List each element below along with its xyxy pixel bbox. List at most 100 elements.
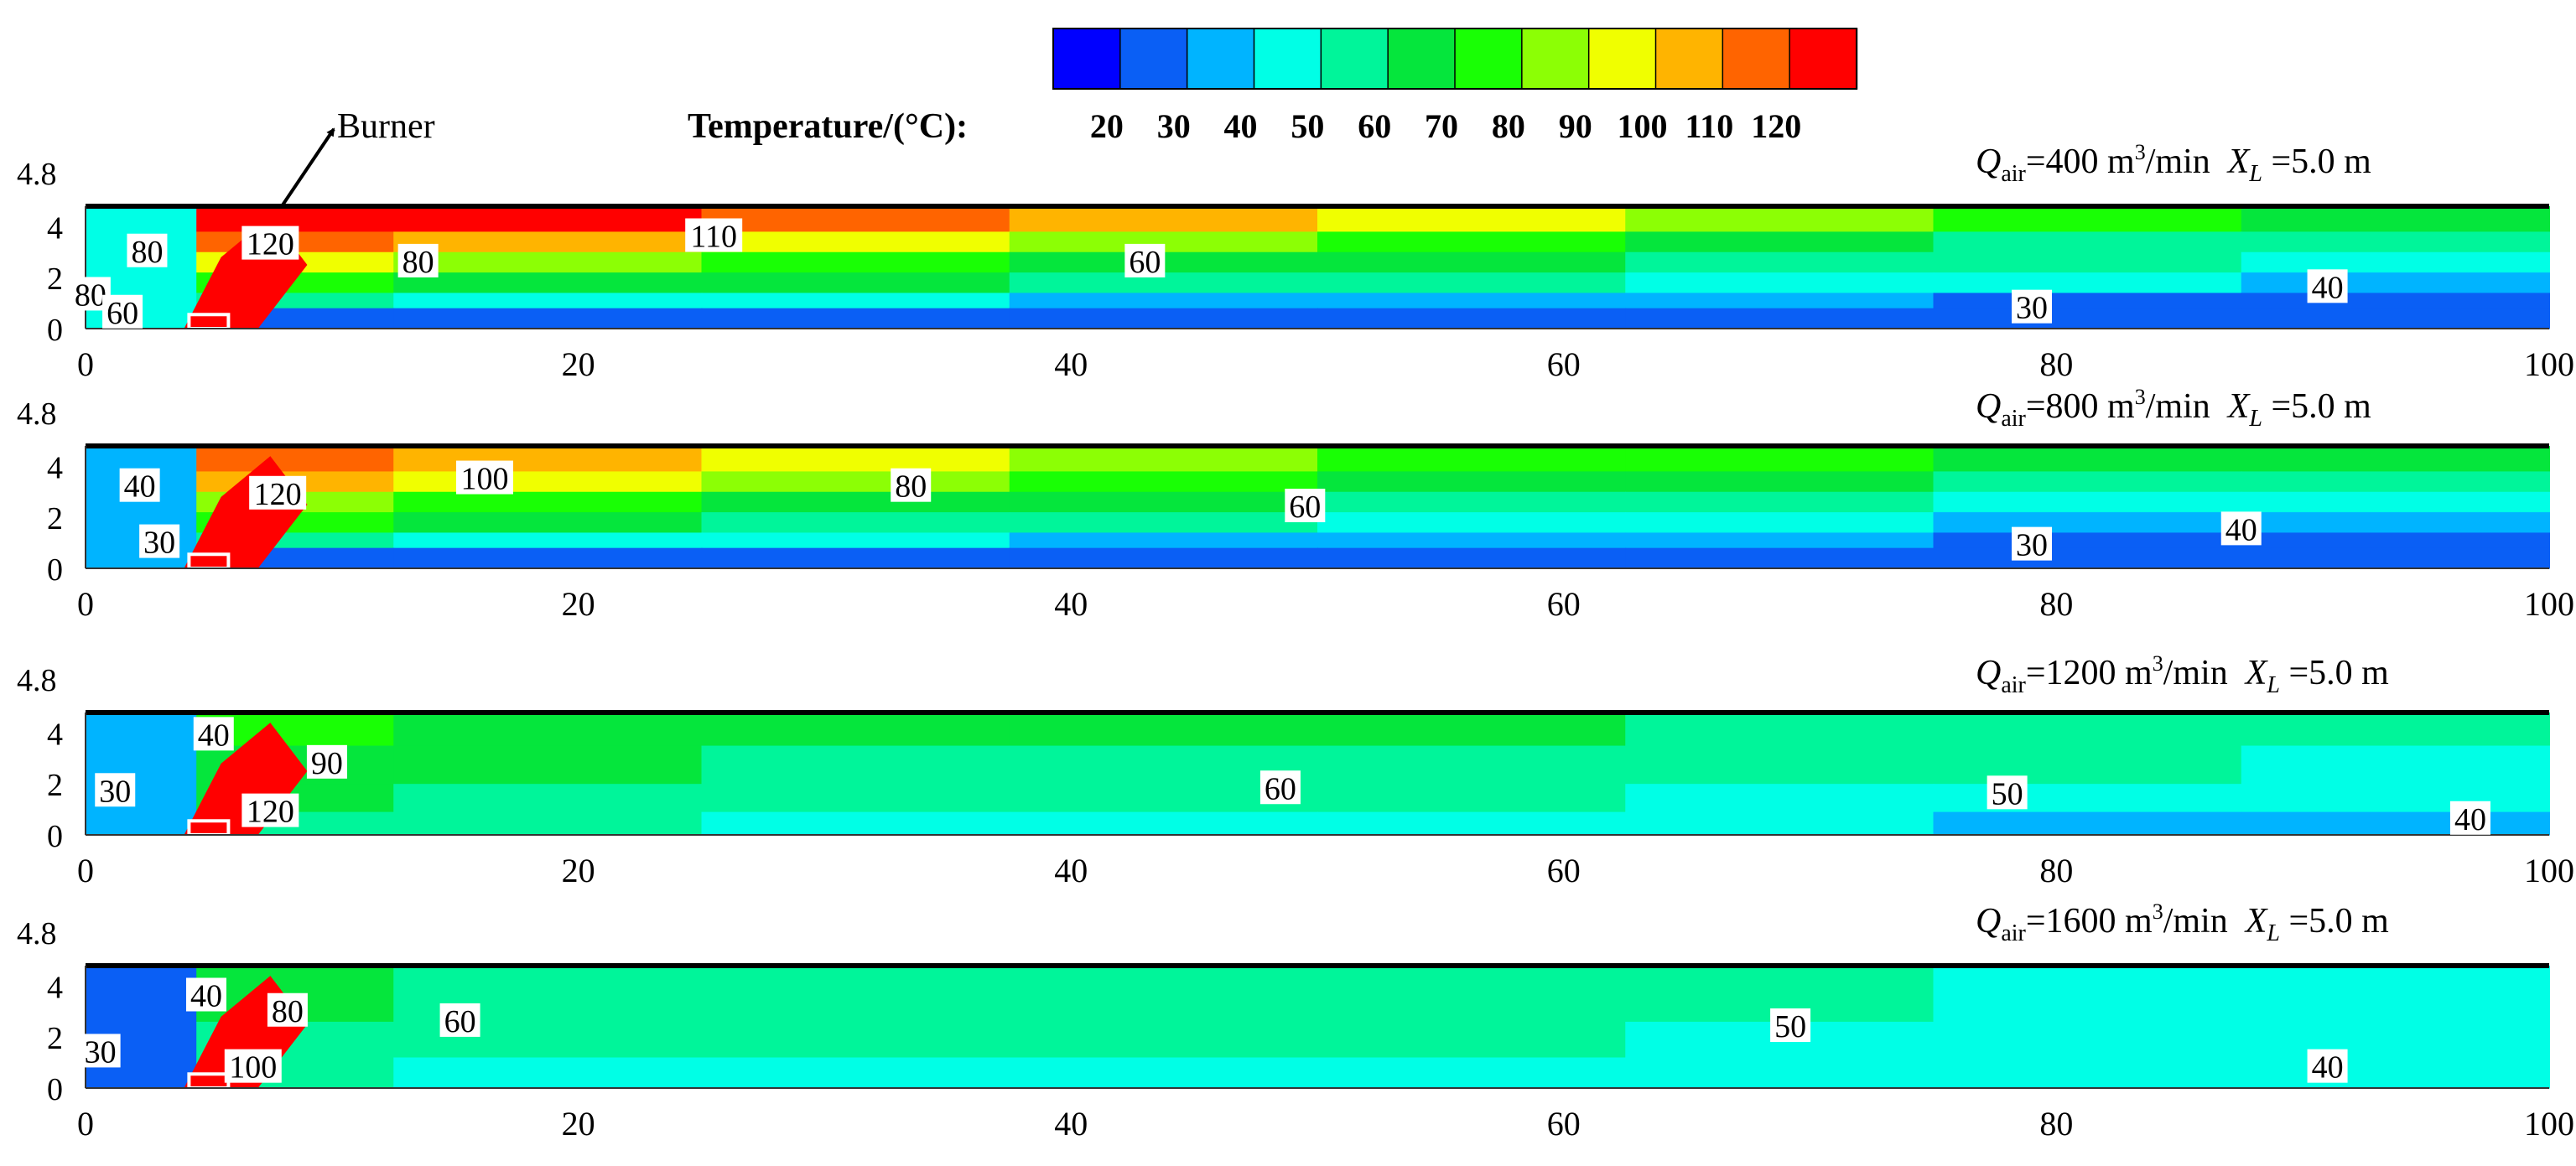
field-cell (393, 251, 703, 273)
contour-label: 30 (2016, 528, 2048, 563)
burner-label: Burner (337, 107, 435, 146)
contour-label: 100 (229, 1050, 277, 1086)
field-cell (393, 784, 703, 813)
contour-label: 30 (143, 526, 175, 561)
field-cell (1009, 512, 1318, 533)
x-tick-label: 60 (1547, 585, 1581, 623)
field-cell (1625, 532, 1935, 549)
colorbar-cell (1119, 28, 1188, 90)
temperature-field (86, 713, 2550, 836)
field-cell (1625, 1057, 1935, 1089)
field-cell (1625, 547, 1935, 569)
field-cell (393, 966, 703, 1023)
x-tick-label: 100 (2524, 1105, 2574, 1143)
field-cell (1933, 532, 2242, 549)
field-cell (2241, 206, 2550, 232)
field-cell (1317, 745, 1627, 785)
y-tick-label: 4.8 (17, 157, 57, 192)
colorbar-cells (1052, 28, 1858, 90)
x-tick-label: 40 (1054, 852, 1088, 889)
field-cell (393, 446, 703, 472)
field-cell (701, 251, 1010, 273)
field-cell (393, 206, 703, 232)
contour-label: 80 (895, 469, 927, 505)
contour-label: 120 (247, 227, 294, 262)
field-cell (1009, 1057, 1318, 1089)
y-tick-label: 2 (47, 768, 63, 803)
temperature-field (86, 446, 2550, 569)
contour-label-bg (2012, 289, 2053, 324)
contour-label: 120 (254, 477, 302, 512)
colorbar-tick-label: 80 (1492, 107, 1525, 145)
x-tick-label: 20 (562, 345, 595, 383)
colorbar-legend: Temperature/(°C): 20 30 40 50 60 70 80 90 100 110… (688, 28, 1858, 146)
field-cell (1933, 471, 2242, 493)
contour-label-bg (267, 992, 308, 1027)
field-cell (1317, 308, 1627, 329)
field-cell (1933, 745, 2242, 785)
contour-label-bg (139, 524, 180, 558)
colorbar-tick-label: 30 (1157, 107, 1191, 145)
field-cell (2241, 308, 2550, 329)
field-cell (1625, 206, 1935, 232)
x-tick-label: 20 (562, 585, 595, 623)
contour-label-bg (306, 744, 347, 779)
colorbar-labels: 20 30 40 50 60 70 80 90 100 110 120 (1090, 107, 1801, 145)
field-cell (701, 713, 1010, 747)
contour-label: 40 (2312, 1050, 2344, 1086)
field-cell (2241, 784, 2550, 813)
contour-label-bg (242, 225, 299, 260)
y-tick-label: 4 (47, 970, 63, 1005)
contour-label: 60 (1289, 490, 1321, 525)
colorbar-tick-label: 20 (1090, 107, 1124, 145)
contour-label-bg (397, 243, 439, 277)
field-cell (701, 784, 1010, 813)
field-cell (701, 532, 1010, 549)
field-cell (2241, 512, 2550, 533)
field-cell (2241, 491, 2550, 513)
x-tick-label: 0 (77, 345, 94, 383)
colorbar-cell (1052, 28, 1122, 90)
colorbar-cell (1587, 28, 1657, 90)
field-cell (1625, 308, 1935, 329)
field-cell (1009, 293, 1318, 309)
field-cell (2241, 293, 2550, 309)
field-cell (2241, 446, 2550, 472)
contour-label-bg (2449, 801, 2490, 835)
burner-block (187, 1072, 231, 1091)
field-cell (1933, 547, 2242, 569)
contour-label: 40 (2312, 270, 2344, 305)
field-cell (2241, 1057, 2550, 1089)
field-cell (393, 745, 703, 785)
field-cell (701, 966, 1010, 1023)
y-tick-label: 2 (47, 501, 63, 536)
field-cell (1317, 491, 1627, 513)
field-cell (1317, 1021, 1627, 1058)
field-cell (1625, 293, 1935, 309)
field-cell (2241, 272, 2550, 293)
y-tick-label: 4 (47, 717, 63, 752)
field-cell (1625, 811, 1935, 836)
contour-label: 90 (311, 746, 343, 781)
field-cell (393, 532, 703, 549)
contour-label-bg (193, 717, 234, 751)
legend-title: Temperature/(°C): (688, 107, 968, 146)
field-cell (1625, 512, 1935, 533)
field-cell (1317, 512, 1627, 533)
field-cell (1317, 784, 1627, 813)
y-tick-label: 4 (47, 210, 63, 246)
contour-label: 80 (402, 245, 434, 280)
contour-label: 80 (272, 994, 304, 1029)
field-cell (2241, 811, 2550, 836)
field-cell (2241, 1021, 2550, 1058)
field-cell (1009, 532, 1318, 549)
field-cell (1317, 446, 1627, 472)
y-tick-label: 2 (47, 1021, 63, 1056)
contour-label-bg (2307, 1049, 2348, 1083)
contour-label-bg (891, 468, 932, 502)
contour-label-bg (1770, 1008, 1811, 1042)
contour-label: 40 (124, 469, 156, 505)
y-tick-label: 0 (47, 313, 63, 348)
